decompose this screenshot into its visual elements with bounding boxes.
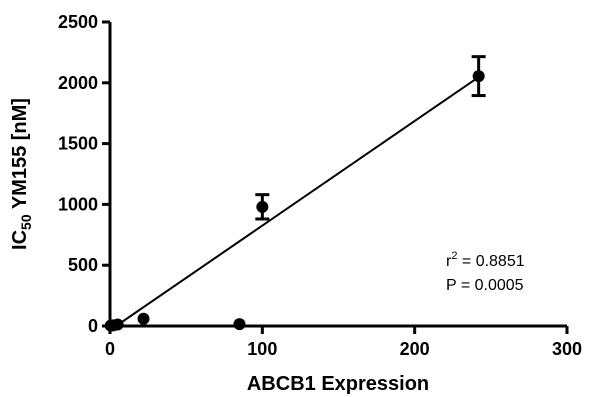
x-tick-label: 0 xyxy=(105,339,115,359)
axes xyxy=(108,22,567,328)
x-axis-title: ABCB1 Expression xyxy=(247,373,429,395)
data-point xyxy=(137,312,150,325)
data-point xyxy=(233,318,246,331)
y-tick-label: 1000 xyxy=(58,194,98,214)
axis-ticks: 0 100 200 300 0 500 1000 1500 2000 2500 xyxy=(58,12,582,359)
data-point xyxy=(256,200,269,213)
p-value-annotation: P = 0.0005 xyxy=(446,277,524,294)
x-tick-label: 100 xyxy=(247,339,277,359)
y-tick-label: 500 xyxy=(68,255,98,275)
y-tick-label: 2000 xyxy=(58,73,98,93)
x-tick-label: 300 xyxy=(552,339,582,359)
data-points xyxy=(104,55,486,332)
x-tick-label: 200 xyxy=(400,339,430,359)
fit-line-layer xyxy=(115,78,477,327)
regression-line xyxy=(115,78,477,327)
y-axis-title: IC50 YM155 [nM] xyxy=(9,98,34,250)
y-tick-label: 2500 xyxy=(58,12,98,32)
data-point xyxy=(472,70,485,83)
y-tick-label: 0 xyxy=(88,316,98,336)
y-tick-label: 1500 xyxy=(58,134,98,154)
r-squared-annotation: r2 = 0.8851 xyxy=(446,250,525,270)
